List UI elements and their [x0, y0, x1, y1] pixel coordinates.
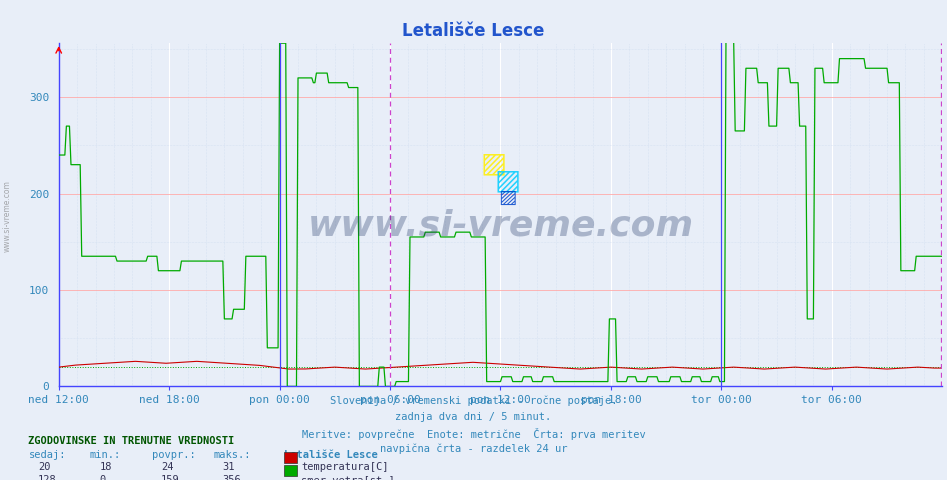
Text: ▨: ▨ — [494, 167, 521, 194]
Text: Letališče Lesce: Letališče Lesce — [402, 22, 545, 40]
Text: maks.:: maks.: — [213, 450, 251, 460]
Text: ZGODOVINSKE IN TRENUTNE VREDNOSTI: ZGODOVINSKE IN TRENUTNE VREDNOSTI — [28, 436, 235, 446]
Text: Letališče Lesce: Letališče Lesce — [284, 450, 378, 460]
Text: 159: 159 — [161, 475, 180, 480]
Text: navpična črta - razdelek 24 ur: navpična črta - razdelek 24 ur — [380, 444, 567, 454]
Text: 20: 20 — [38, 462, 50, 472]
Text: 0: 0 — [99, 475, 106, 480]
Text: ▨: ▨ — [480, 149, 507, 177]
Text: www.si-vreme.com: www.si-vreme.com — [3, 180, 12, 252]
Text: temperatura[C]: temperatura[C] — [301, 462, 388, 472]
Text: zadnja dva dni / 5 minut.: zadnja dva dni / 5 minut. — [396, 412, 551, 422]
Text: min.:: min.: — [90, 450, 121, 460]
Text: smer vetra[st.]: smer vetra[st.] — [301, 475, 395, 480]
Text: 31: 31 — [223, 462, 235, 472]
Text: ▨: ▨ — [498, 188, 517, 207]
Text: 356: 356 — [223, 475, 241, 480]
Text: povpr.:: povpr.: — [152, 450, 195, 460]
Text: 128: 128 — [38, 475, 57, 480]
Text: 24: 24 — [161, 462, 173, 472]
Text: 18: 18 — [99, 462, 112, 472]
Text: Meritve: povprečne  Enote: metrične  Črta: prva meritev: Meritve: povprečne Enote: metrične Črta:… — [302, 428, 645, 440]
Text: www.si-vreme.com: www.si-vreme.com — [308, 208, 693, 242]
Text: sedaj:: sedaj: — [28, 450, 66, 460]
Text: Slovenija / vremenski podatki - ročne postaje.: Slovenija / vremenski podatki - ročne po… — [330, 396, 617, 407]
